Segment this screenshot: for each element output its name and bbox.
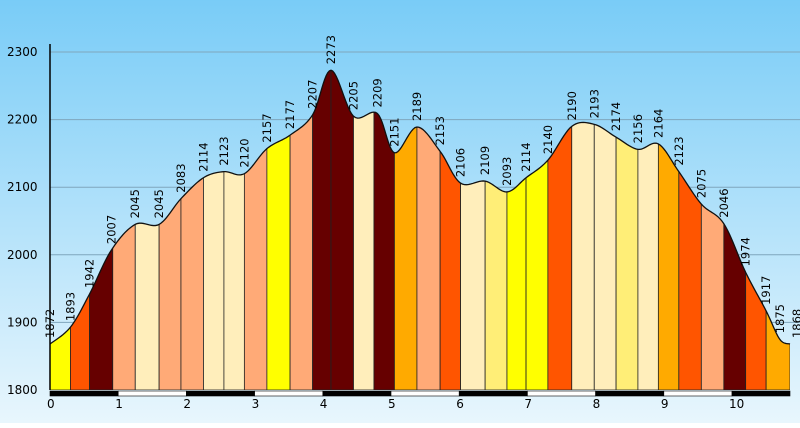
axis-bar-segment (186, 390, 255, 397)
x-tick-label: 6 (456, 397, 464, 411)
elevation-data-label: 1868 (790, 309, 800, 338)
x-tick-label: 10 (729, 397, 744, 411)
axis-bar-segment (390, 390, 460, 397)
axis-bar-segment (458, 390, 528, 397)
y-tick-label: 2100 (7, 180, 38, 194)
elevation-data-label: 2164 (651, 109, 665, 138)
elevation-data-label: 2093 (500, 157, 514, 186)
x-tick-label: 3 (252, 397, 260, 411)
elevation-data-label: 2045 (152, 189, 166, 218)
elevation-data-label: 1942 (83, 259, 97, 288)
axis-bar-segment (49, 390, 119, 397)
elevation-data-label: 2177 (283, 100, 297, 129)
x-tick-label: 1 (115, 397, 123, 411)
elevation-data-label: 2120 (237, 138, 251, 167)
axis-bar-segment (254, 390, 324, 397)
x-tick-label: 8 (593, 397, 601, 411)
x-tick-label: 7 (524, 397, 532, 411)
elevation-data-label: 2114 (519, 142, 533, 171)
elevation-data-label: 1872 (43, 309, 57, 338)
axis-bar-segment (117, 390, 187, 397)
elevation-data-label: 2140 (541, 125, 555, 154)
elevation-data-label: 2174 (609, 102, 623, 131)
elevation-data-label: 2207 (306, 80, 320, 109)
elevation-data-label: 2106 (454, 148, 468, 177)
axis-bar-segment (595, 390, 665, 397)
elevation-data-label: 2045 (128, 189, 142, 218)
elevation-data-label: 2075 (694, 169, 708, 198)
y-tick-label: 2200 (7, 113, 38, 127)
axis-bar-segment (527, 390, 596, 397)
y-tick-label: 2300 (7, 45, 38, 59)
elevation-data-label: 2157 (260, 113, 274, 142)
x-tick-label: 9 (661, 397, 669, 411)
axis-bar-segment (663, 390, 733, 397)
profile-outline (49, 69, 791, 345)
elevation-data-label: 2209 (370, 78, 384, 107)
elevation-data-label: 2151 (387, 117, 401, 146)
x-tick-label: 4 (320, 397, 328, 411)
elevation-data-label: 2109 (478, 146, 492, 175)
x-tick-label: 5 (388, 397, 396, 411)
axis-bar-segment (731, 390, 791, 397)
elevation-data-label: 2190 (565, 91, 579, 120)
elevation-data-label: 2273 (324, 35, 338, 64)
elevation-data-label: 1893 (63, 292, 77, 321)
elevation-data-label: 2123 (672, 136, 686, 165)
elevation-data-label: 1974 (739, 237, 753, 266)
y-tick-label: 2000 (7, 248, 38, 262)
elevation-data-label: 2046 (717, 188, 731, 217)
elevation-data-label: 2205 (347, 81, 361, 110)
elevation-data-label: 2114 (196, 142, 210, 171)
elevation-data-label: 2193 (587, 89, 601, 118)
elevation-data-label: 2123 (217, 136, 231, 165)
elevation-data-label: 1875 (773, 304, 787, 333)
x-tick-label: 2 (183, 397, 191, 411)
x-tick-label: 0 (47, 397, 55, 411)
y-tick-label: 1900 (7, 315, 38, 329)
elevation-data-label: 2083 (174, 163, 188, 192)
elevation-data-label: 2156 (631, 114, 645, 143)
elevation-data-label: 1917 (759, 276, 773, 305)
elevation-data-label: 2153 (433, 116, 447, 145)
y-tick-label: 1800 (7, 383, 38, 397)
elevation-data-label: 2007 (104, 215, 118, 244)
axis-bar-segment (322, 390, 392, 397)
elevation-data-label: 2189 (410, 92, 424, 121)
